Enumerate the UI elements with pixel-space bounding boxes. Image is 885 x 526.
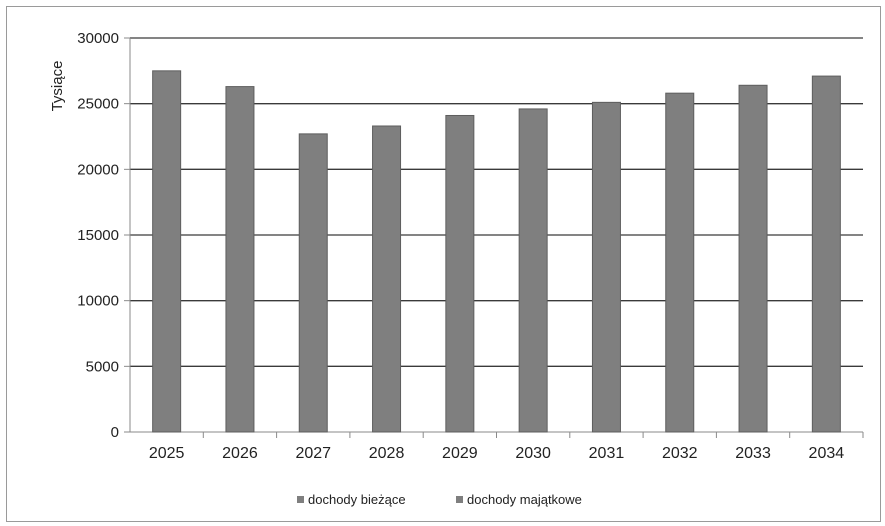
y-tick-label: 30000: [77, 30, 119, 47]
bar-2025-series-0: [152, 70, 182, 433]
x-tick-label: 2033: [735, 445, 771, 462]
legend-label: dochody majątkowe: [467, 492, 582, 507]
bar-2027-series-0: [298, 133, 328, 433]
x-tick-label: 2031: [589, 445, 625, 462]
y-tick-label: 0: [111, 424, 119, 441]
bar-2026-series-0: [225, 86, 255, 433]
y-axis-label: Tysiące: [49, 61, 66, 112]
y-tick-label: 25000: [77, 96, 119, 113]
bar-2029-series-0: [445, 114, 475, 433]
bar-2034-series-0: [811, 75, 841, 433]
bar-2028-series-0: [372, 125, 402, 433]
bar-2031-series-0: [591, 101, 621, 433]
x-tick-label: 2029: [442, 445, 478, 462]
bar-2030-series-0: [518, 108, 548, 433]
x-tick-label: 2026: [222, 445, 258, 462]
x-tick-label: 2025: [149, 445, 185, 462]
legend-swatch: [456, 496, 463, 503]
y-tick-label: 15000: [77, 227, 119, 244]
y-tick-label: 5000: [86, 358, 119, 375]
legend-swatch: [297, 496, 304, 503]
bars: [152, 70, 841, 433]
y-tick-label: 20000: [77, 161, 119, 178]
legend: dochody bieżące dochody majątkowe: [297, 492, 582, 507]
x-tick-label: 2027: [295, 445, 331, 462]
x-tick-label: 2032: [662, 445, 698, 462]
bar-2032-series-0: [665, 92, 695, 433]
x-tick-labels: 2025 2026 2027 2028 2029 2030 2031 2032 2033 2034: [149, 445, 844, 462]
x-tick-label: 2028: [369, 445, 405, 462]
legend-label: dochody bieżące: [308, 492, 406, 507]
y-tick-label: 10000: [77, 293, 119, 310]
x-tick-label: 2034: [809, 445, 845, 462]
chart-frame: [6, 6, 881, 522]
x-tick-label: 2030: [515, 445, 551, 462]
bar-2033-series-0: [738, 84, 768, 433]
y-tick-labels: 0 5000 10000 15000 20000 25000 30000: [77, 30, 119, 441]
